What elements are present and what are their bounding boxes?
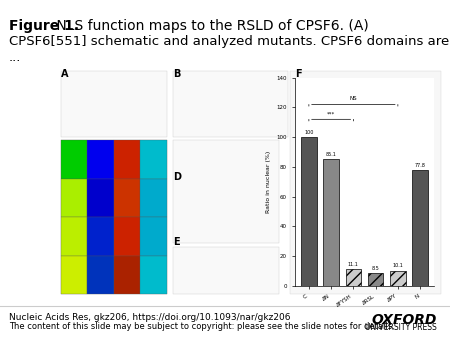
Text: CPSF6[551] schematic and analyzed mutants. CPSF6 domains are: CPSF6[551] schematic and analyzed mutant… xyxy=(9,35,449,48)
FancyBboxPatch shape xyxy=(61,179,87,217)
Text: C: C xyxy=(61,172,68,183)
Bar xyxy=(346,269,361,286)
Text: The content of this slide may be subject to copyright: please see the slide note: The content of this slide may be subject… xyxy=(9,322,395,331)
FancyBboxPatch shape xyxy=(61,71,166,137)
Bar xyxy=(301,137,317,286)
FancyBboxPatch shape xyxy=(87,217,113,256)
FancyBboxPatch shape xyxy=(173,71,288,137)
FancyBboxPatch shape xyxy=(140,179,166,217)
FancyBboxPatch shape xyxy=(54,68,441,304)
Bar xyxy=(390,271,405,286)
FancyBboxPatch shape xyxy=(290,71,441,294)
FancyBboxPatch shape xyxy=(140,140,166,179)
Text: E: E xyxy=(173,237,180,247)
FancyBboxPatch shape xyxy=(61,256,87,294)
Text: F: F xyxy=(295,69,302,79)
Text: A: A xyxy=(61,69,68,79)
FancyBboxPatch shape xyxy=(113,179,140,217)
Y-axis label: Ratio in nuclear (%): Ratio in nuclear (%) xyxy=(266,150,271,213)
Bar xyxy=(368,273,383,286)
Text: Nucleic Acids Res, gkz206, https://doi.org/10.1093/nar/gkz206: Nucleic Acids Res, gkz206, https://doi.o… xyxy=(9,313,291,322)
Text: 85.1: 85.1 xyxy=(326,152,337,157)
FancyBboxPatch shape xyxy=(140,217,166,256)
FancyBboxPatch shape xyxy=(113,217,140,256)
Text: ***: *** xyxy=(327,111,335,116)
Text: UNIVERSITY PRESS: UNIVERSITY PRESS xyxy=(365,323,436,333)
Bar xyxy=(412,170,428,286)
FancyBboxPatch shape xyxy=(173,247,279,294)
FancyBboxPatch shape xyxy=(113,256,140,294)
Text: D: D xyxy=(173,172,181,183)
Text: ...: ... xyxy=(9,51,22,64)
FancyBboxPatch shape xyxy=(87,179,113,217)
Text: 77.8: 77.8 xyxy=(415,163,426,168)
Text: B: B xyxy=(173,69,180,79)
FancyBboxPatch shape xyxy=(173,140,279,243)
Text: NLS function maps to the RSLD of CPSF6. (A): NLS function maps to the RSLD of CPSF6. … xyxy=(52,19,369,32)
FancyBboxPatch shape xyxy=(87,140,113,179)
Bar xyxy=(324,159,339,286)
FancyBboxPatch shape xyxy=(61,217,87,256)
FancyBboxPatch shape xyxy=(61,140,87,179)
Text: OXFORD: OXFORD xyxy=(371,313,436,327)
FancyBboxPatch shape xyxy=(113,140,140,179)
Text: 100: 100 xyxy=(304,130,314,135)
Text: NS: NS xyxy=(350,96,357,101)
Text: 8.5: 8.5 xyxy=(372,266,379,271)
FancyBboxPatch shape xyxy=(61,140,166,294)
FancyBboxPatch shape xyxy=(87,256,113,294)
Text: 10.1: 10.1 xyxy=(392,263,403,268)
Text: 11.1: 11.1 xyxy=(348,262,359,267)
FancyBboxPatch shape xyxy=(140,256,166,294)
Text: Figure 1.: Figure 1. xyxy=(9,19,79,32)
